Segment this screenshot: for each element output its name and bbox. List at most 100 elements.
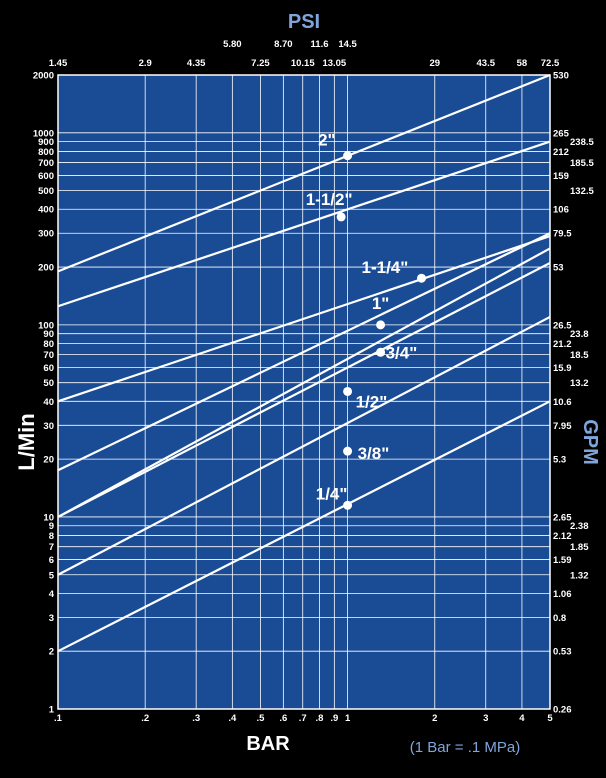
gpm-tick-label: 212 [553,147,569,158]
series-marker [343,386,353,396]
bar-tick-label: 5 [547,713,553,724]
bar-tick-label: .9 [330,713,338,724]
bar-axis-title: BAR [246,733,290,755]
bar-tick-label: .2 [141,713,149,724]
psi-tick-label: 72.5 [541,58,560,69]
series-label: 1/2" [356,392,388,411]
psi-axis-title: PSI [288,11,320,33]
lmin-tick-label: 5 [49,570,55,581]
lmin-tick-label: 2 [49,647,54,658]
gpm-tick-label: 15.9 [553,363,572,374]
gpm-tick-label: 185.5 [570,158,594,169]
lmin-tick-label: 200 [38,263,54,274]
gpm-tick-label: 5.3 [553,455,566,466]
gpm-tick-label: 1.85 [570,542,589,553]
lmin-tick-label: 800 [38,147,54,158]
gpm-tick-label: 159 [553,171,569,182]
gpm-tick-label: 2.38 [570,521,589,532]
series-marker [343,151,353,161]
psi-tick-label: 1.45 [49,58,68,69]
series-line [57,400,551,653]
series-marker [343,446,353,456]
series-lines [57,73,551,653]
tick-labels: .1 .2 .3 .4 .5 .6 .7 .8 .9 1 2 3 4 5 1.45 2.9 4.35 5.80 7.… [33,39,595,724]
series-markers [336,151,427,510]
bar-tick-label: .4 [228,713,237,724]
bar-tick-label: .1 [54,713,63,724]
series-line [57,73,551,273]
lmin-tick-label: 40 [43,397,54,408]
gpm-tick-label: 0.26 [553,705,572,716]
lmin-tick-label: 3 [49,613,54,624]
gpm-tick-label: 21.2 [553,339,572,350]
series-line [57,262,551,518]
series-label: 1" [372,294,390,313]
gpm-tick-label: 132.5 [570,186,594,197]
lmin-tick-label: 60 [43,363,54,374]
psi-tick-label: 13.05 [322,58,346,69]
gpm-tick-label: 106 [553,205,569,216]
plot-background [57,74,551,710]
bar-tick-label: 4 [519,713,525,724]
lmin-tick-label: 6 [49,555,54,566]
lmin-tick-label: 80 [43,339,54,350]
gpm-tick-label: 18.5 [570,350,589,361]
gpm-tick-label: 26.5 [553,320,572,331]
lmin-tick-label: 20 [43,455,54,466]
series-line [57,140,551,308]
series-line [57,247,551,518]
lmin-axis-title: L/Min [14,413,39,470]
gpm-tick-label: 23.8 [570,329,589,340]
psi-tick-label: 43.5 [477,58,496,69]
series-marker [417,273,427,283]
gpm-tick-label: 1.06 [553,589,572,600]
series-marker [376,320,386,330]
series-marker [376,347,386,357]
gpm-tick-label: 13.2 [570,378,589,389]
lmin-tick-label: 700 [38,158,54,169]
mpa-note: (1 Bar = .1 MPa) [410,739,520,756]
gpm-tick-label: 1.59 [553,555,572,566]
lmin-tick-label: 900 [38,137,54,148]
series-label: 3/4" [386,343,418,362]
series-line [57,232,551,472]
lmin-tick-label: 10 [43,512,54,523]
series-line [57,235,551,403]
gpm-tick-label: 10.6 [553,397,572,408]
lmin-tick-label: 4 [49,589,55,600]
series-label: 1-1/4" [362,258,409,277]
lmin-tick-label: 7 [49,542,54,553]
series-label: 2" [318,131,336,150]
bar-tick-label: 2 [432,713,437,724]
psi-tick-label: 14.5 [338,39,357,50]
series-label: 3/8" [358,444,390,463]
gpm-tick-label: 1.32 [570,570,589,581]
bar-tick-label: .3 [192,713,200,724]
lmin-tick-label: 50 [43,378,54,389]
series-label: 1-1/2" [306,190,353,209]
series-marker [336,212,346,222]
psi-tick-label: 7.25 [251,58,270,69]
psi-tick-label: 10.15 [291,58,315,69]
lmin-tick-label: 500 [38,186,54,197]
lmin-tick-label: 9 [49,521,54,532]
lmin-tick-label: 30 [43,421,54,432]
gpm-tick-label: 530 [553,71,569,82]
lmin-tick-label: 600 [38,171,54,182]
lmin-tick-label: 70 [43,350,54,361]
series-label: 1/4" [316,484,348,503]
lmin-tick-label: 2000 [33,71,54,82]
lmin-tick-label: 100 [38,320,54,331]
gpm-tick-label: 7.95 [553,421,572,432]
gpm-tick-label: 2.65 [553,512,572,523]
psi-tick-label: 8.70 [274,39,293,50]
lmin-tick-label: 1 [49,705,55,716]
bar-tick-label: .6 [279,713,287,724]
psi-tick-label: 2.9 [139,58,152,69]
lmin-tick-label: 400 [38,205,54,216]
psi-tick-label: 29 [429,58,440,69]
bar-tick-label: 1 [345,713,351,724]
psi-tick-label: 5.80 [223,39,242,50]
